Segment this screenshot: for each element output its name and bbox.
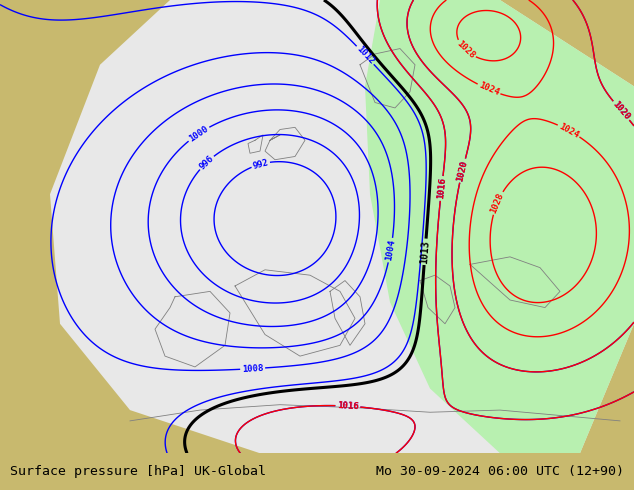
- Text: 1013: 1013: [419, 240, 431, 264]
- Text: 992: 992: [252, 158, 269, 171]
- Text: 1016: 1016: [436, 177, 447, 199]
- Text: 1020: 1020: [456, 159, 469, 182]
- Text: 1024: 1024: [477, 81, 500, 98]
- Text: 1028: 1028: [489, 191, 506, 215]
- Text: 1016: 1016: [436, 177, 447, 199]
- Text: 1020: 1020: [611, 99, 631, 122]
- Text: 1016: 1016: [337, 401, 359, 411]
- Text: 1020: 1020: [456, 159, 469, 182]
- Text: 1012: 1012: [354, 44, 376, 66]
- Polygon shape: [50, 0, 634, 453]
- Text: 1028: 1028: [455, 39, 476, 61]
- Text: 1020: 1020: [611, 99, 631, 122]
- Text: 1016: 1016: [337, 401, 359, 411]
- Text: 996: 996: [198, 154, 216, 172]
- Polygon shape: [365, 0, 634, 453]
- Text: 1000: 1000: [187, 124, 210, 144]
- Text: Mo 30-09-2024 06:00 UTC (12+90): Mo 30-09-2024 06:00 UTC (12+90): [377, 465, 624, 478]
- Text: 1008: 1008: [242, 364, 264, 374]
- Text: Surface pressure [hPa] UK-Global: Surface pressure [hPa] UK-Global: [10, 465, 266, 478]
- Text: 1024: 1024: [557, 122, 581, 140]
- Text: 1004: 1004: [384, 239, 397, 262]
